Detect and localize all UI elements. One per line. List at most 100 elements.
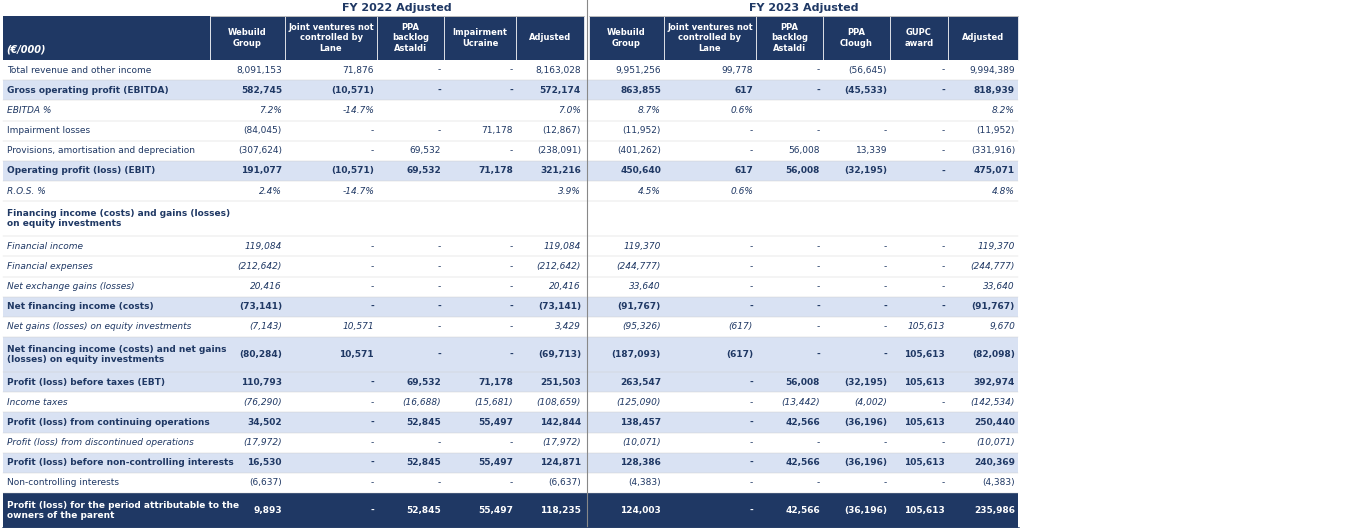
Text: 9,893: 9,893: [253, 506, 282, 515]
Text: -: -: [816, 302, 820, 312]
Text: 42,566: 42,566: [786, 458, 820, 467]
Text: -: -: [371, 146, 374, 155]
Text: 582,745: 582,745: [241, 86, 282, 95]
Text: (4,383): (4,383): [628, 478, 661, 487]
Text: -: -: [816, 86, 820, 95]
Bar: [285, 16, 376, 60]
Text: GUPC
award: GUPC award: [905, 29, 934, 48]
Text: -: -: [942, 302, 945, 312]
Text: -: -: [749, 458, 753, 467]
Text: Adjusted: Adjusted: [528, 33, 571, 42]
Text: Profit (loss) for the period attributable to the
owners of the parent: Profit (loss) for the period attributabl…: [7, 501, 240, 520]
Text: (73,141): (73,141): [238, 302, 282, 312]
Bar: [823, 16, 890, 60]
Text: 7.2%: 7.2%: [259, 106, 282, 115]
Text: Provisions, amortisation and depreciation: Provisions, amortisation and depreciatio…: [7, 146, 194, 155]
Text: 52,845: 52,845: [407, 458, 441, 467]
Text: (10,071): (10,071): [623, 438, 661, 447]
Text: PPA
Clough: PPA Clough: [841, 29, 873, 48]
Text: (32,195): (32,195): [845, 378, 887, 386]
Bar: [3, 16, 209, 60]
Text: PPA
backlog
Astaldi: PPA backlog Astaldi: [392, 23, 428, 53]
Text: 191,077: 191,077: [241, 166, 282, 175]
Text: 119,084: 119,084: [245, 242, 282, 251]
Text: Profit (loss) before non-controlling interests: Profit (loss) before non-controlling int…: [7, 458, 234, 467]
Text: 250,440: 250,440: [975, 418, 1014, 427]
Text: -: -: [749, 378, 753, 386]
Text: -: -: [750, 262, 753, 271]
Text: (17,972): (17,972): [542, 438, 580, 447]
Bar: [3, 337, 1019, 372]
Text: Net exchange gains (losses): Net exchange gains (losses): [7, 282, 134, 291]
Text: 617: 617: [734, 166, 753, 175]
Text: -: -: [817, 262, 820, 271]
Text: 20,416: 20,416: [251, 282, 282, 291]
Text: 71,178: 71,178: [478, 378, 513, 386]
Bar: [3, 277, 1019, 297]
Text: (307,624): (307,624): [238, 146, 282, 155]
Text: 42,566: 42,566: [786, 506, 820, 515]
Text: (617): (617): [726, 350, 753, 359]
Text: 118,235: 118,235: [541, 506, 580, 515]
Text: 8.2%: 8.2%: [993, 106, 1014, 115]
Bar: [3, 452, 1019, 473]
Text: 9,994,389: 9,994,389: [969, 65, 1014, 74]
Text: 69,532: 69,532: [407, 378, 441, 386]
Text: -: -: [438, 438, 441, 447]
Text: -: -: [942, 282, 945, 291]
Text: Profit (loss) from discontinued operations: Profit (loss) from discontinued operatio…: [7, 438, 194, 447]
Bar: [3, 100, 1019, 120]
Text: 16,530: 16,530: [248, 458, 282, 467]
Text: 56,008: 56,008: [789, 146, 820, 155]
Bar: [756, 16, 823, 60]
Text: 475,071: 475,071: [973, 166, 1014, 175]
Text: -: -: [750, 438, 753, 447]
Bar: [3, 140, 1019, 161]
Bar: [3, 297, 1019, 317]
Text: 8,091,153: 8,091,153: [237, 65, 282, 74]
Text: (10,571): (10,571): [331, 86, 374, 95]
Bar: [3, 372, 1019, 392]
Text: 863,855: 863,855: [620, 86, 661, 95]
Text: -: -: [817, 126, 820, 135]
Text: 42,566: 42,566: [786, 418, 820, 427]
Text: Net financing income (costs) and net gains
(losses) on equity investments: Net financing income (costs) and net gai…: [7, 345, 226, 364]
Text: (84,045): (84,045): [244, 126, 282, 135]
Text: 119,084: 119,084: [543, 242, 580, 251]
Bar: [947, 16, 1019, 60]
Text: 56,008: 56,008: [786, 166, 820, 175]
Bar: [376, 16, 444, 60]
Text: (91,767): (91,767): [972, 302, 1014, 312]
Text: -: -: [883, 350, 887, 359]
Text: -: -: [750, 242, 753, 251]
Text: (36,196): (36,196): [845, 458, 887, 467]
Text: (17,972): (17,972): [244, 438, 282, 447]
Text: 71,876: 71,876: [342, 65, 374, 74]
Text: -: -: [749, 418, 753, 427]
Bar: [209, 16, 285, 60]
Text: -: -: [942, 86, 945, 95]
Text: (617): (617): [728, 323, 753, 332]
Text: -: -: [749, 506, 753, 515]
Text: (6,637): (6,637): [249, 478, 282, 487]
Text: (10,071): (10,071): [976, 438, 1014, 447]
Text: -: -: [371, 282, 374, 291]
Text: 10,571: 10,571: [340, 350, 374, 359]
Text: (32,195): (32,195): [845, 166, 887, 175]
Text: FY 2022 Adjusted: FY 2022 Adjusted: [342, 3, 452, 13]
Text: 105,613: 105,613: [905, 418, 945, 427]
Text: FY 2023 Adjusted: FY 2023 Adjusted: [749, 3, 858, 13]
Text: Webuild
Group: Webuild Group: [606, 29, 646, 48]
Text: 105,613: 105,613: [905, 506, 945, 515]
Text: 119,370: 119,370: [977, 242, 1014, 251]
Text: 128,386: 128,386: [620, 458, 661, 467]
Bar: [3, 473, 1019, 493]
Text: 124,003: 124,003: [620, 506, 661, 515]
Text: Total revenue and other income: Total revenue and other income: [7, 65, 152, 74]
Text: -14.7%: -14.7%: [342, 106, 374, 115]
Text: -: -: [509, 323, 513, 332]
Text: 8,163,028: 8,163,028: [535, 65, 580, 74]
Text: 33,640: 33,640: [630, 282, 661, 291]
Text: -: -: [370, 506, 374, 515]
Bar: [890, 16, 947, 60]
